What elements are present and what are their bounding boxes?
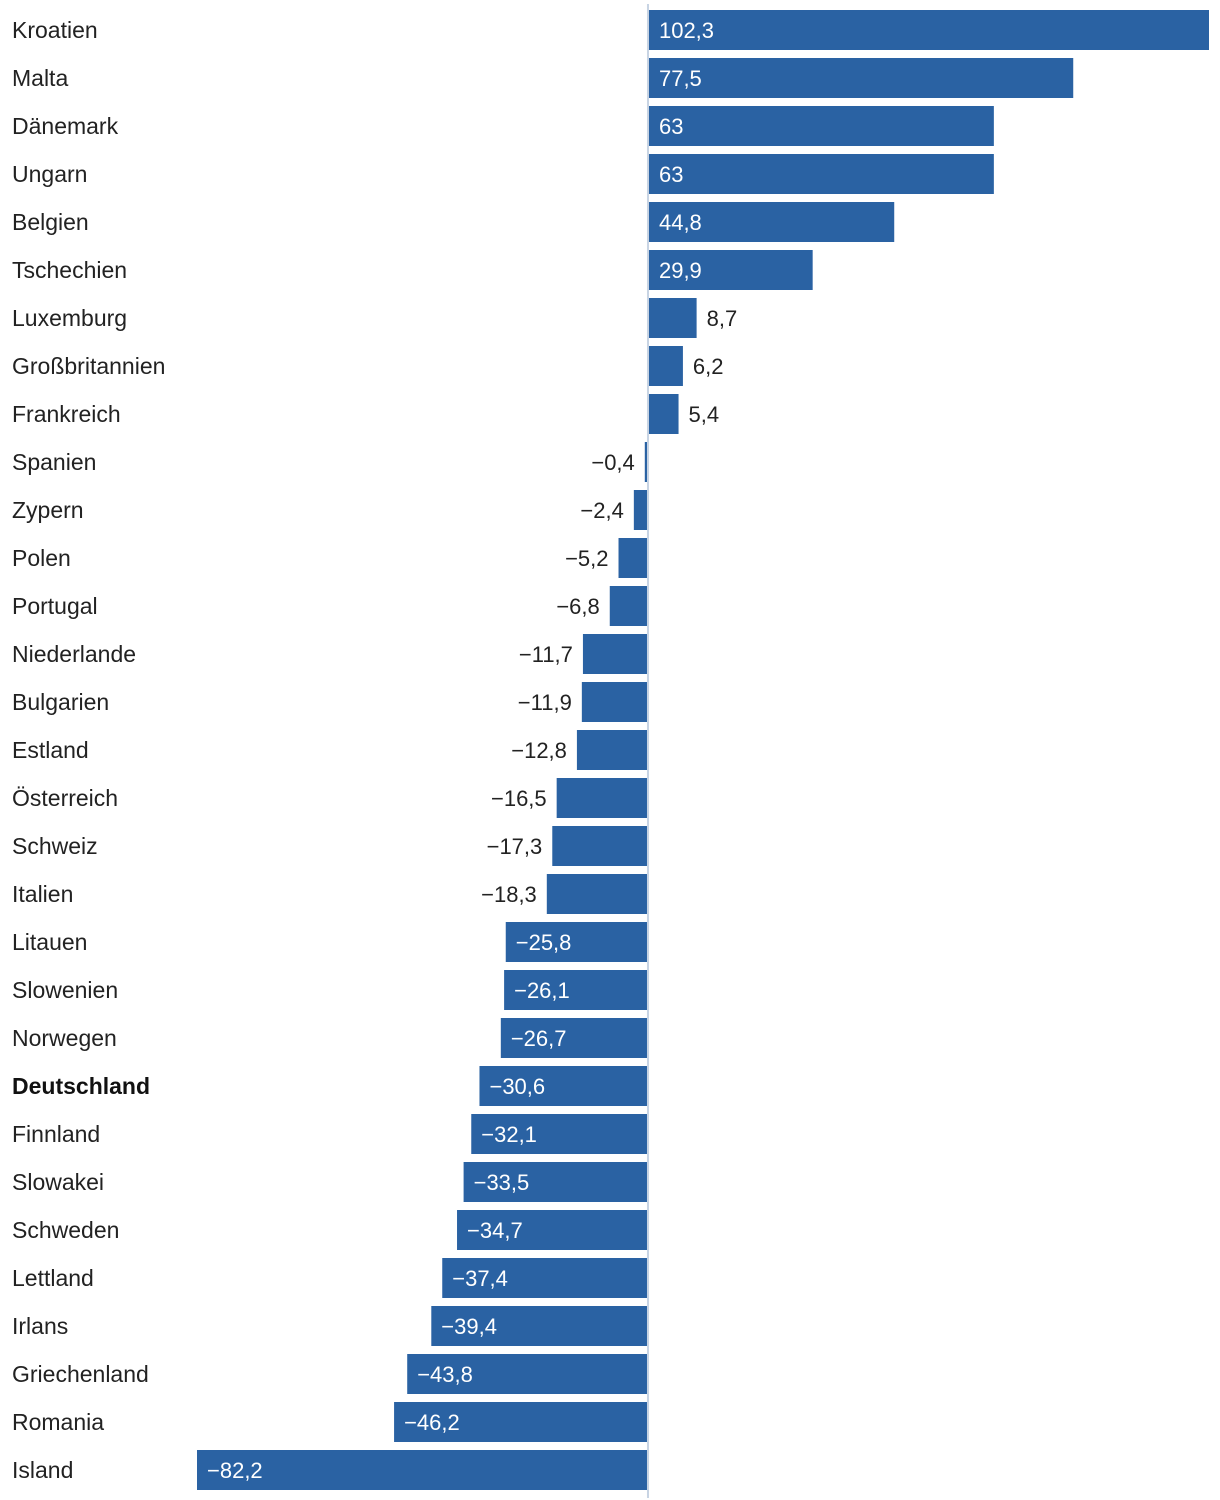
- bar-luxemburg: [648, 298, 697, 338]
- category-label-bulgarien: Bulgarien: [12, 689, 109, 715]
- category-label-island: Island: [12, 1457, 73, 1483]
- category-label-schweiz: Schweiz: [12, 833, 98, 859]
- value-label-oesterreich: −16,5: [491, 786, 547, 811]
- bar-slowakei: [463, 1162, 647, 1202]
- value-label-irlans: −39,4: [441, 1314, 497, 1339]
- value-label-island: −82,2: [207, 1458, 263, 1483]
- category-label-lettland: Lettland: [12, 1265, 94, 1291]
- value-label-griechenland: −43,8: [417, 1362, 473, 1387]
- bar-finnland: [471, 1114, 647, 1154]
- category-label-malta: Malta: [12, 65, 68, 91]
- category-label-spanien: Spanien: [12, 449, 96, 475]
- bar-bulgarien: [581, 682, 647, 722]
- category-label-griechenland: Griechenland: [12, 1361, 149, 1387]
- bar-litauen: [505, 922, 647, 962]
- value-label-italien: −18,3: [481, 882, 537, 907]
- category-label-norwegen: Norwegen: [12, 1025, 117, 1051]
- bar-italien: [546, 874, 647, 914]
- bar-kroatien: [648, 10, 1209, 50]
- bar-oesterreich: [556, 778, 647, 818]
- category-label-kroatien: Kroatien: [12, 17, 98, 43]
- bar-spanien: [644, 442, 647, 482]
- category-label-niederlande: Niederlande: [12, 641, 136, 667]
- value-label-belgien: 44,8: [659, 210, 702, 235]
- bar-ungarn: [648, 154, 994, 194]
- value-label-frankreich: 5,4: [689, 402, 720, 427]
- value-label-slowenien: −26,1: [514, 978, 570, 1003]
- category-label-oesterreich: Österreich: [12, 785, 118, 811]
- category-label-daenemark: Dänemark: [12, 113, 119, 139]
- category-label-schweden: Schweden: [12, 1217, 119, 1243]
- value-label-daenemark: 63: [659, 114, 683, 139]
- value-label-luxemburg: 8,7: [707, 306, 738, 331]
- value-label-lettland: −37,4: [452, 1266, 508, 1291]
- category-label-frankreich: Frankreich: [12, 401, 121, 427]
- value-label-tschechien: 29,9: [659, 258, 702, 283]
- value-label-polen: −5,2: [565, 546, 608, 571]
- category-label-litauen: Litauen: [12, 929, 87, 955]
- bar-tschechien: [648, 250, 813, 290]
- value-label-niederlande: −11,7: [519, 642, 573, 667]
- bar-irlans: [431, 1306, 647, 1346]
- category-label-tschechien: Tschechien: [12, 257, 127, 283]
- category-label-romania: Romania: [12, 1409, 104, 1435]
- category-label-portugal: Portugal: [12, 593, 98, 619]
- bar-malta: [648, 58, 1074, 98]
- value-label-grossbritannien: 6,2: [693, 354, 724, 379]
- category-label-slowenien: Slowenien: [12, 977, 118, 1003]
- value-label-norwegen: −26,7: [511, 1026, 567, 1051]
- value-label-ungarn: 63: [659, 162, 683, 187]
- value-label-zypern: −2,4: [580, 498, 623, 523]
- category-label-polen: Polen: [12, 545, 71, 571]
- category-label-ungarn: Ungarn: [12, 161, 87, 187]
- bar-norwegen: [500, 1018, 647, 1058]
- bar-belgien: [648, 202, 895, 242]
- value-label-romania: −46,2: [404, 1410, 460, 1435]
- value-label-spanien: −0,4: [591, 450, 634, 475]
- value-label-schweden: −34,7: [467, 1218, 523, 1243]
- value-label-litauen: −25,8: [516, 930, 572, 955]
- category-label-slowakei: Slowakei: [12, 1169, 104, 1195]
- value-label-schweiz: −17,3: [487, 834, 543, 859]
- category-label-zypern: Zypern: [12, 497, 84, 523]
- bar-schweiz: [552, 826, 647, 866]
- bar-schweden: [457, 1210, 647, 1250]
- bar-slowenien: [504, 970, 647, 1010]
- bar-estland: [576, 730, 647, 770]
- bar-island: [197, 1450, 647, 1490]
- category-label-belgien: Belgien: [12, 209, 89, 235]
- value-label-portugal: −6,8: [556, 594, 599, 619]
- category-label-italien: Italien: [12, 881, 73, 907]
- value-label-finnland: −32,1: [481, 1122, 537, 1147]
- value-label-malta: 77,5: [659, 66, 702, 91]
- category-label-grossbritannien: Großbritannien: [12, 353, 165, 379]
- category-label-luxemburg: Luxemburg: [12, 305, 127, 331]
- bar-romania: [394, 1402, 647, 1442]
- category-label-irlans: Irlans: [12, 1313, 68, 1339]
- category-label-finnland: Finnland: [12, 1121, 100, 1147]
- value-label-kroatien: 102,3: [659, 18, 714, 43]
- bar-lettland: [442, 1258, 647, 1298]
- bar-frankreich: [648, 394, 679, 434]
- bar-zypern: [633, 490, 647, 530]
- category-label-deutschland: Deutschland: [12, 1073, 150, 1099]
- bar-portugal: [609, 586, 647, 626]
- bar-niederlande: [582, 634, 647, 674]
- value-label-estland: −12,8: [511, 738, 567, 763]
- bar-polen: [618, 538, 647, 578]
- bar-deutschland: [479, 1066, 647, 1106]
- value-label-slowakei: −33,5: [474, 1170, 530, 1195]
- bar-daenemark: [648, 106, 994, 146]
- bar-grossbritannien: [648, 346, 683, 386]
- bar-griechenland: [407, 1354, 647, 1394]
- category-label-estland: Estland: [12, 737, 89, 763]
- value-label-deutschland: −30,6: [489, 1074, 545, 1099]
- value-label-bulgarien: −11,9: [518, 690, 572, 715]
